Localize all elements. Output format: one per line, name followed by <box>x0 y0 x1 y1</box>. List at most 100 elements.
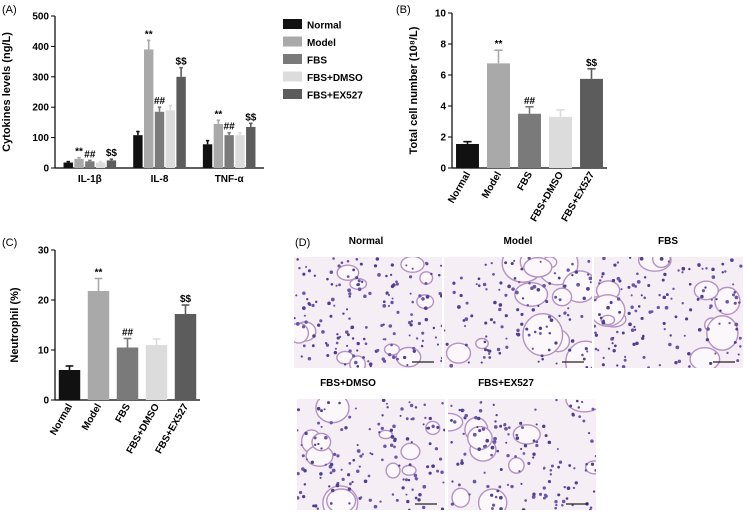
alveolus-shape <box>294 322 310 344</box>
cell-nucleus <box>561 504 564 507</box>
bar <box>549 116 572 168</box>
legend-swatch <box>283 89 302 99</box>
cell-nucleus <box>357 287 362 292</box>
cell-nucleus <box>631 283 636 287</box>
cell-nucleus <box>499 424 503 428</box>
cell-nucleus <box>463 324 467 328</box>
cell-nucleus <box>434 336 438 339</box>
cell-nucleus <box>351 480 354 484</box>
cell-nucleus <box>402 478 405 481</box>
cell-nucleus <box>391 297 394 300</box>
cell-nucleus <box>440 359 442 363</box>
cell-nucleus <box>320 409 323 413</box>
cell-nucleus <box>739 345 742 348</box>
cell-nucleus <box>515 436 520 440</box>
cell-nucleus <box>566 486 571 491</box>
cell-nucleus <box>348 462 352 465</box>
bar <box>174 314 197 400</box>
cell-nucleus <box>549 469 553 472</box>
cell-nucleus <box>504 293 508 297</box>
cell-nucleus <box>721 271 725 274</box>
cell-nucleus <box>504 261 508 265</box>
cell-nucleus <box>568 348 572 352</box>
cell-nucleus <box>415 337 419 340</box>
cell-nucleus <box>736 359 740 363</box>
cell-nucleus <box>530 286 534 291</box>
cell-nucleus <box>317 421 321 425</box>
cell-nucleus <box>532 452 536 456</box>
cell-nucleus <box>340 468 343 471</box>
cell-nucleus <box>352 458 356 462</box>
cell-nucleus <box>576 282 580 287</box>
cell-nucleus <box>336 333 339 336</box>
cell-nucleus <box>380 323 384 327</box>
cell-nucleus <box>563 311 567 315</box>
cell-nucleus <box>627 311 631 315</box>
cell-nucleus <box>465 343 468 347</box>
cell-nucleus <box>733 301 737 305</box>
y-axis-title: Cytokines levels (ng/L) <box>1 32 13 152</box>
cell-nucleus <box>633 325 636 328</box>
cell-nucleus <box>558 298 562 302</box>
cell-nucleus <box>333 452 337 457</box>
cell-nucleus <box>665 293 669 297</box>
cell-nucleus <box>573 467 576 470</box>
cell-nucleus <box>542 424 546 429</box>
cell-nucleus <box>407 478 411 482</box>
legend-label: FBS+EX527 <box>307 91 363 102</box>
cell-nucleus <box>601 363 605 367</box>
cell-nucleus <box>587 273 590 276</box>
bar <box>235 135 245 168</box>
cell-nucleus <box>735 327 739 331</box>
cell-nucleus <box>417 498 421 502</box>
cell-nucleus <box>515 433 519 437</box>
cell-nucleus <box>567 307 570 310</box>
cell-nucleus <box>571 273 574 277</box>
y-tick-label: 300 <box>32 72 49 83</box>
bar <box>145 345 168 400</box>
legend-swatch <box>283 36 302 47</box>
cell-nucleus <box>554 295 558 299</box>
cell-nucleus <box>689 308 693 312</box>
cell-nucleus <box>659 257 664 261</box>
cell-nucleus <box>388 352 392 357</box>
cell-nucleus <box>354 407 357 410</box>
cell-nucleus <box>634 284 638 288</box>
cell-nucleus <box>500 325 504 329</box>
cell-nucleus <box>594 454 596 458</box>
cell-nucleus <box>459 293 463 298</box>
cell-nucleus <box>438 291 442 296</box>
alveolus-shape <box>326 488 357 510</box>
cell-nucleus <box>340 428 344 432</box>
cell-nucleus <box>330 297 335 302</box>
cell-nucleus <box>440 470 444 475</box>
cell-nucleus <box>499 495 503 500</box>
cell-nucleus <box>389 443 394 447</box>
alveolus-shape <box>689 346 721 368</box>
cell-nucleus <box>443 428 445 432</box>
cell-nucleus <box>377 422 381 426</box>
cell-nucleus <box>485 438 490 443</box>
cell-nucleus <box>348 295 351 298</box>
cell-nucleus <box>304 320 308 324</box>
cell-nucleus <box>527 333 531 337</box>
cell-nucleus <box>396 357 399 361</box>
cell-nucleus <box>724 270 727 273</box>
cell-nucleus <box>294 317 296 320</box>
cell-nucleus <box>393 437 397 441</box>
cell-nucleus <box>543 466 546 470</box>
cell-nucleus <box>574 270 579 274</box>
cell-nucleus <box>457 483 461 487</box>
cell-nucleus <box>347 288 351 293</box>
cell-nucleus <box>347 487 352 491</box>
cell-nucleus <box>405 264 408 267</box>
cell-nucleus <box>368 498 372 502</box>
cell-nucleus <box>350 325 355 330</box>
cell-nucleus <box>356 449 361 453</box>
cell-nucleus <box>520 312 524 317</box>
cell-nucleus <box>661 278 665 282</box>
cell-nucleus <box>505 441 508 444</box>
cell-nucleus <box>305 458 308 461</box>
alveolus-shape <box>445 342 472 364</box>
cell-nucleus <box>519 421 523 425</box>
